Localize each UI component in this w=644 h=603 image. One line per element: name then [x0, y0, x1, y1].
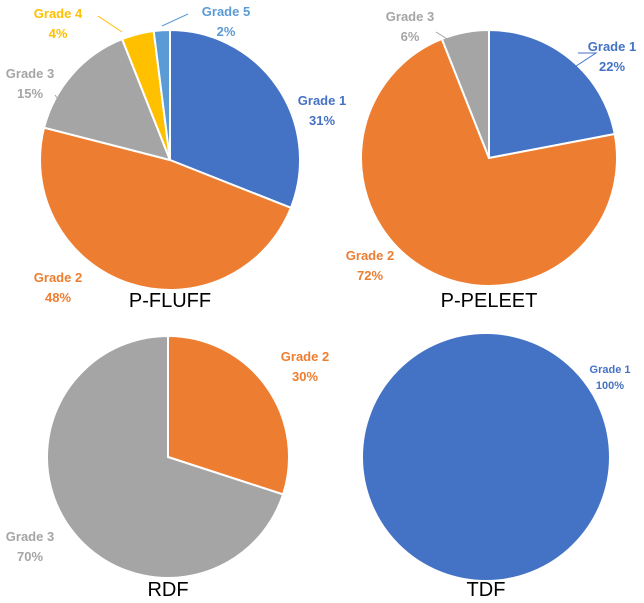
pie-title-rdf: RDF	[147, 579, 188, 601]
data-label-category: Grade 3	[6, 66, 54, 81]
data-label: Grade 5 2%	[202, 4, 250, 39]
pie-slice-grade-1	[488, 28, 616, 160]
data-label-value: 4%	[49, 26, 68, 41]
data-label: Grade 1 31%	[298, 93, 346, 128]
data-label-value: 15%	[17, 86, 43, 101]
pie-slice-grade-1	[361, 332, 611, 582]
data-label-category: Grade 2	[34, 270, 82, 285]
data-label-value: 22%	[599, 59, 625, 74]
data-label: Grade 1 22%	[588, 39, 636, 74]
pie-slice-grade-3	[440, 28, 490, 159]
data-label-category: Grade 1	[298, 93, 346, 108]
data-label-category: Grade 3	[6, 529, 54, 544]
pie-slice-grade-2	[39, 126, 293, 291]
data-label: Grade 2 30%	[281, 349, 329, 384]
pie-chart-tdf: TDF Grade 1 100%	[361, 332, 631, 601]
pie-chart-rdf: RDF Grade 2 30% Grade 3 70%	[6, 334, 329, 601]
pie-slices	[39, 28, 301, 291]
data-label-category: Grade 2	[346, 248, 394, 263]
leader-line	[54, 94, 67, 111]
data-label-category: Grade 1	[588, 39, 636, 54]
data-label-category: Grade 2	[281, 349, 329, 364]
pie-slice-grade-1	[169, 28, 301, 210]
pie-slice-grade-3	[46, 334, 285, 579]
data-label-value: 30%	[292, 369, 318, 384]
data-label: Grade 2 48%	[34, 270, 82, 305]
pie-title-p-fluff: P-FLUFF	[129, 290, 211, 312]
data-label: Grade 3 6%	[386, 9, 434, 44]
data-label-value: 6%	[401, 29, 420, 44]
data-label: Grade 3 15%	[6, 66, 54, 101]
data-label-value: 72%	[357, 268, 383, 283]
pie-slice-grade-2	[360, 37, 618, 287]
data-label-category: Grade 4	[34, 6, 83, 21]
pie-title-p-peleet: P-PELEET	[441, 290, 538, 312]
pie-slices	[360, 28, 618, 287]
pie-slice-grade-3	[42, 37, 172, 162]
pie-chart-p-fluff: P-FLUFF Grade 1 31%Grade 2 48%Grade 3 15%Gr…	[6, 4, 346, 312]
data-label: Grade 4 4%	[34, 6, 83, 41]
pie-slices	[361, 332, 611, 582]
data-label-value: 48%	[45, 290, 71, 305]
data-label-value: 70%	[17, 549, 43, 564]
pie-slice-grade-5	[152, 28, 171, 161]
data-label: Grade 3 70%	[6, 529, 54, 564]
leader-line	[569, 52, 598, 71]
pie-title-tdf: TDF	[467, 579, 506, 601]
leader-line	[97, 15, 123, 33]
data-label: Grade 1 100%	[590, 364, 631, 392]
data-label-category: Grade 5	[202, 4, 250, 19]
leader-line	[161, 13, 189, 27]
data-label-value: 2%	[217, 24, 236, 39]
data-label-category: Grade 1	[590, 364, 631, 376]
leader-line	[435, 31, 453, 43]
data-label-value: 31%	[309, 113, 335, 128]
pie-slices	[46, 334, 290, 579]
data-label-category: Grade 3	[386, 9, 434, 24]
pie-slice-grade-2	[167, 334, 290, 496]
data-label: Grade 2 72%	[346, 248, 394, 283]
data-label-value: 100%	[596, 380, 624, 392]
pie-chart-p-peleet: P-PELEET Grade 1 22% Grade 2 72% Grade 3 6%	[346, 9, 636, 312]
